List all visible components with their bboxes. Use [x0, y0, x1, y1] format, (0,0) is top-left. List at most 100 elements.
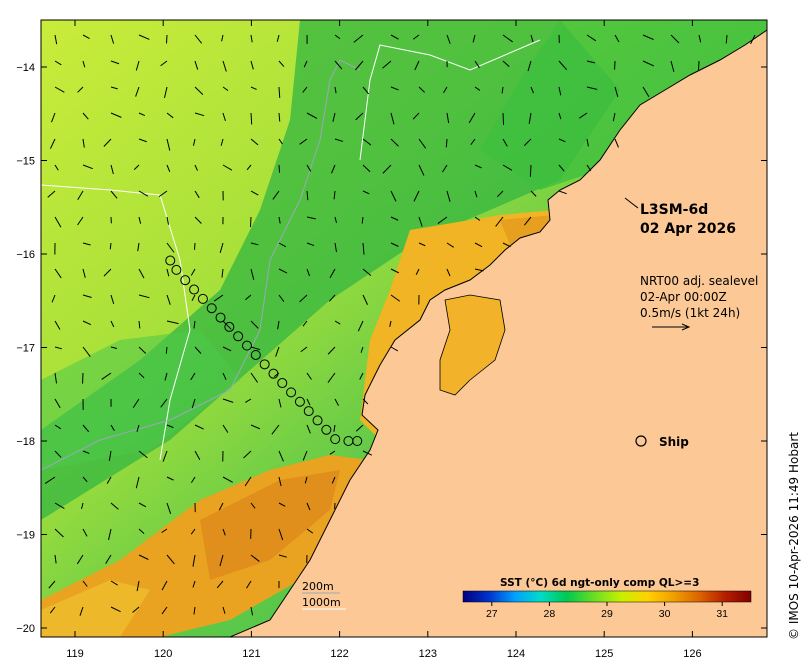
- current-vector: [82, 242, 91, 246]
- current-vector: [332, 112, 336, 122]
- current-vector: [82, 268, 86, 278]
- current-vector: [162, 450, 168, 462]
- ship-label: Ship: [659, 435, 689, 449]
- current-vector: [54, 86, 65, 93]
- current-vector: [558, 138, 566, 143]
- current-vector: [222, 346, 232, 352]
- current-vector: [194, 112, 205, 117]
- current-vector: [306, 242, 315, 247]
- current-vector: [333, 424, 336, 432]
- current-scale: 0.5m/s (1kt 24h): [640, 306, 740, 320]
- current-vector: [222, 60, 227, 72]
- current-vector: [213, 294, 224, 302]
- current-vector: [725, 34, 728, 44]
- current-vector: [138, 372, 145, 379]
- ship-track-point: [321, 424, 332, 435]
- current-vector: [166, 424, 174, 429]
- ship-track-point: [352, 436, 363, 446]
- y-tick-label: −14: [16, 62, 35, 74]
- ship-track-point: [224, 321, 235, 332]
- current-vector: [362, 268, 372, 277]
- current-vector: [192, 580, 196, 588]
- current-vector: [246, 164, 252, 171]
- current-vector: [334, 34, 341, 40]
- current-vector: [278, 242, 287, 248]
- current-vector: [166, 268, 170, 277]
- current-vector: [219, 554, 224, 567]
- current-vector: [302, 86, 308, 93]
- current-vector: [51, 294, 56, 303]
- current-vector: [135, 86, 140, 97]
- current-vector: [77, 190, 84, 201]
- current-vector: [163, 86, 168, 99]
- current-vector: [414, 60, 420, 71]
- current-vector: [302, 450, 308, 461]
- current-vector: [306, 398, 311, 406]
- ship-track-point: [277, 378, 288, 389]
- current-vector: [108, 528, 112, 541]
- current-vector: [278, 294, 285, 302]
- current-vector: [418, 164, 425, 176]
- current-vector: [244, 476, 252, 487]
- current-vector: [245, 398, 252, 403]
- current-vector: [54, 320, 61, 330]
- y-tick-label: −20: [16, 623, 35, 635]
- current-vector: [194, 450, 201, 460]
- current-vector: [578, 112, 588, 119]
- current-vector: [81, 502, 84, 509]
- y-tick-label: −16: [16, 249, 35, 261]
- current-vector: [390, 242, 399, 247]
- isobath-label-1000m: 1000m: [302, 596, 341, 609]
- current-vector: [54, 502, 65, 509]
- current-vector: [160, 60, 168, 67]
- current-vector: [110, 346, 118, 349]
- current-vector: [502, 112, 505, 125]
- current-vector: [524, 216, 532, 226]
- current-vector: [190, 476, 196, 484]
- current-vector: [110, 320, 115, 328]
- current-vectors: [44, 34, 756, 616]
- current-vector: [443, 86, 448, 94]
- ship-track-point: [268, 368, 279, 379]
- current-vector: [48, 580, 56, 589]
- current-vector: [495, 216, 504, 227]
- current-vector: [353, 34, 364, 43]
- current-vector: [76, 554, 84, 565]
- current-vector: [614, 34, 620, 43]
- current-vector: [278, 138, 283, 145]
- current-vector: [166, 138, 171, 151]
- current-vector: [437, 216, 448, 224]
- current-vector: [390, 294, 401, 302]
- ship-legend-icon: [635, 435, 647, 447]
- current-vector: [276, 34, 280, 42]
- map-field: [41, 20, 767, 637]
- current-vector: [642, 86, 650, 98]
- current-vector: [502, 138, 508, 147]
- current-vector: [222, 320, 232, 330]
- current-vector: [306, 424, 311, 434]
- current-vector: [138, 34, 150, 40]
- current-vector: [138, 138, 147, 143]
- current-vector: [530, 34, 534, 43]
- ship-track: [165, 255, 363, 446]
- current-vector: [331, 476, 336, 484]
- current-vector: [278, 528, 284, 541]
- current-vector: [250, 606, 254, 616]
- current-vector: [103, 138, 112, 147]
- isobath-1000m: [41, 184, 191, 461]
- current-vector: [359, 372, 364, 380]
- current-vector: [82, 320, 92, 326]
- current-vector: [278, 112, 281, 122]
- current-vector: [250, 112, 253, 125]
- current-vector: [278, 268, 288, 274]
- current-vector: [642, 60, 655, 67]
- current-vector: [390, 34, 399, 40]
- current-vector: [138, 294, 150, 299]
- current-vector: [558, 60, 568, 71]
- current-vector: [138, 346, 147, 354]
- current-vector: [412, 112, 420, 120]
- current-vector: [445, 138, 448, 148]
- current-vector: [558, 190, 567, 195]
- current-vector: [468, 112, 476, 124]
- current-vector: [222, 424, 229, 433]
